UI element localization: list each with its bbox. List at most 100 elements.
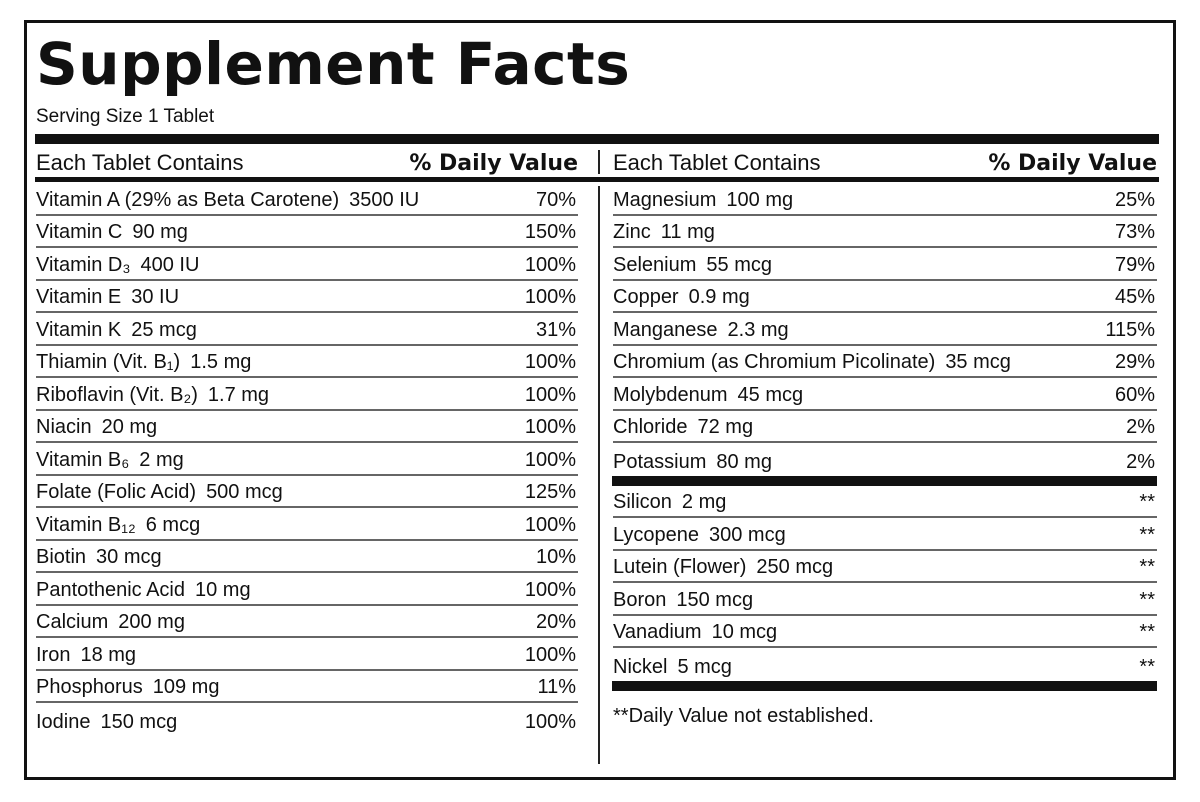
- nutrient-amount: 150 mcg: [676, 588, 754, 611]
- nutrient-label: Silicon 2 mg: [613, 488, 726, 516]
- daily-value: 11%: [537, 676, 576, 698]
- daily-value: 100%: [524, 253, 576, 276]
- nutrient-amount: 150 mcg: [100, 710, 178, 733]
- nutrient-amount: 0.9 mg: [688, 286, 750, 308]
- divider-bar: [612, 680, 1157, 691]
- nutrient-name: Iodine: [36, 710, 91, 733]
- daily-value: **: [1139, 556, 1155, 578]
- nutrient-amount: 100 mg: [726, 188, 794, 211]
- nutrient-label: Zinc 11 mg: [613, 218, 715, 246]
- daily-value: **: [1139, 523, 1155, 546]
- nutrient-label: Selenium 55 mcg: [613, 251, 772, 279]
- nutrient-name: Vitamin K: [36, 318, 122, 341]
- nutrient-amount: 3500 IU: [349, 188, 420, 211]
- table-row: Boron 150 mcg **: [613, 583, 1157, 616]
- divider-bar: [612, 475, 1157, 486]
- nutrient-amount: 250 mcg: [756, 556, 834, 578]
- nutrient-name: Thiamin (Vit. B₁): [36, 351, 181, 373]
- daily-value: 79%: [1114, 253, 1155, 276]
- nutrient-name: Vitamin A (29% as Beta Carotene): [36, 188, 340, 211]
- nutrient-name: Chromium (as Chromium Picolinate): [613, 351, 936, 373]
- nutrient-amount: 6 mcg: [145, 513, 201, 536]
- daily-value: 45%: [1114, 286, 1155, 308]
- label-frame: [24, 20, 1176, 780]
- nutrient-amount: 1.5 mg: [190, 351, 252, 373]
- nutrient-amount: 10 mg: [195, 578, 251, 601]
- nutrient-amount: 72 mg: [697, 416, 754, 438]
- table-header: Each Tablet Contains % Daily Value: [36, 148, 578, 178]
- right-column: Each Tablet Contains % Daily Value Magne…: [612, 148, 1157, 728]
- daily-value: 100%: [524, 351, 576, 373]
- nutrient-name: Vitamin C: [36, 221, 123, 243]
- nutrient-amount: 45 mcg: [737, 383, 804, 406]
- table-row: Niacin 20 mg 100%: [36, 411, 578, 443]
- daily-value: 60%: [1114, 383, 1155, 406]
- nutrient-label: Vitamin B₁₂ 6 mcg: [36, 511, 200, 539]
- nutrient-label: Copper 0.9 mg: [613, 283, 750, 311]
- nutrient-label: Nickel 5 mcg: [613, 653, 732, 681]
- table-row: Riboflavin (Vit. B₂) 1.7 mg 100%: [36, 378, 578, 411]
- nutrient-label: Thiamin (Vit. B₁) 1.5 mg: [36, 348, 251, 376]
- nutrient-list-no-dv: Silicon 2 mg ** Lycopene 300 mcg ** Lutein (Fl…: [613, 486, 1157, 681]
- nutrient-amount: 500 mcg: [206, 481, 283, 503]
- table-row: Copper 0.9 mg 45%: [613, 281, 1157, 313]
- nutrient-amount: 400 IU: [140, 253, 200, 276]
- nutrient-name: Manganese: [613, 318, 718, 341]
- nutrient-label: Vitamin C 90 mg: [36, 218, 188, 246]
- serving-size: Serving Size 1 Tablet: [36, 106, 215, 127]
- table-row: Pantothenic Acid 10 mg 100%: [36, 573, 578, 606]
- daily-value: 100%: [524, 578, 576, 601]
- nutrient-name: Folate (Folic Acid): [36, 481, 197, 503]
- nutrient-label: Molybdenum 45 mcg: [613, 381, 803, 409]
- nutrient-list: Magnesium 100 mg 25% Zinc 11 mg 73% Selenium 55…: [613, 183, 1157, 476]
- table-row: Lutein (Flower) 250 mcg **: [613, 551, 1157, 583]
- nutrient-amount: 80 mg: [716, 450, 772, 473]
- nutrient-label: Biotin 30 mcg: [36, 543, 162, 571]
- table-row: Vitamin A (29% as Beta Carotene) 3500 IU 7…: [36, 183, 578, 216]
- nutrient-amount: 2 mg: [139, 448, 184, 471]
- nutrient-name: Potassium: [613, 450, 707, 473]
- nutrient-amount: 1.7 mg: [207, 383, 270, 406]
- table-row: Lycopene 300 mcg **: [613, 518, 1157, 551]
- nutrient-amount: 2 mg: [681, 491, 727, 513]
- table-row: Calcium 200 mg 20%: [36, 606, 578, 638]
- nutrient-name: Riboflavin (Vit. B₂): [36, 383, 198, 406]
- nutrient-name: Copper: [613, 286, 679, 308]
- nutrient-amount: 200 mg: [118, 611, 185, 633]
- daily-value: 73%: [1114, 221, 1155, 243]
- table-row: Vitamin E 30 IU 100%: [36, 281, 578, 313]
- left-column: Each Tablet Contains % Daily Value Vitam…: [36, 148, 578, 736]
- table-row: Silicon 2 mg **: [613, 486, 1157, 518]
- nutrient-name: Molybdenum: [613, 383, 728, 406]
- nutrient-amount: 2.3 mg: [727, 318, 789, 341]
- nutrient-name: Vitamin D₃: [36, 253, 131, 276]
- nutrient-name: Vanadium: [613, 621, 702, 643]
- column-divider: [598, 186, 600, 764]
- table-row: Iodine 150 mcg 100%: [36, 703, 578, 736]
- nutrient-label: Phosphorus 109 mg: [36, 673, 219, 701]
- table-row: Nickel 5 mcg **: [613, 648, 1157, 681]
- table-row: Selenium 55 mcg 79%: [613, 248, 1157, 281]
- table-row: Vitamin D₃ 400 IU 100%: [36, 248, 578, 281]
- nutrient-name: Vitamin B₆: [36, 448, 130, 471]
- daily-value: 31%: [535, 318, 576, 341]
- daily-value: 20%: [535, 611, 576, 633]
- nutrient-name: Vitamin E: [36, 286, 122, 308]
- nutrient-amount: 300 mcg: [709, 523, 786, 546]
- daily-value: 100%: [524, 286, 576, 308]
- nutrient-name: Lutein (Flower): [613, 556, 747, 578]
- table-row: Vitamin B₁₂ 6 mcg 100%: [36, 508, 578, 541]
- nutrient-label: Folate (Folic Acid) 500 mcg: [36, 478, 283, 506]
- nutrient-name: Biotin: [36, 546, 87, 568]
- table-row: Magnesium 100 mg 25%: [613, 183, 1157, 216]
- daily-value: 100%: [524, 448, 576, 471]
- nutrient-amount: 25 mcg: [131, 318, 197, 341]
- nutrient-label: Lutein (Flower) 250 mcg: [613, 553, 833, 581]
- table-row: Chloride 72 mg 2%: [613, 411, 1157, 443]
- table-row: Biotin 30 mcg 10%: [36, 541, 578, 573]
- nutrient-amount: 11 mg: [660, 221, 715, 243]
- daily-value: 70%: [535, 188, 576, 211]
- divider-bar: [35, 134, 1159, 144]
- nutrient-label: Niacin 20 mg: [36, 413, 157, 441]
- header-daily-value: % Daily Value: [409, 150, 578, 176]
